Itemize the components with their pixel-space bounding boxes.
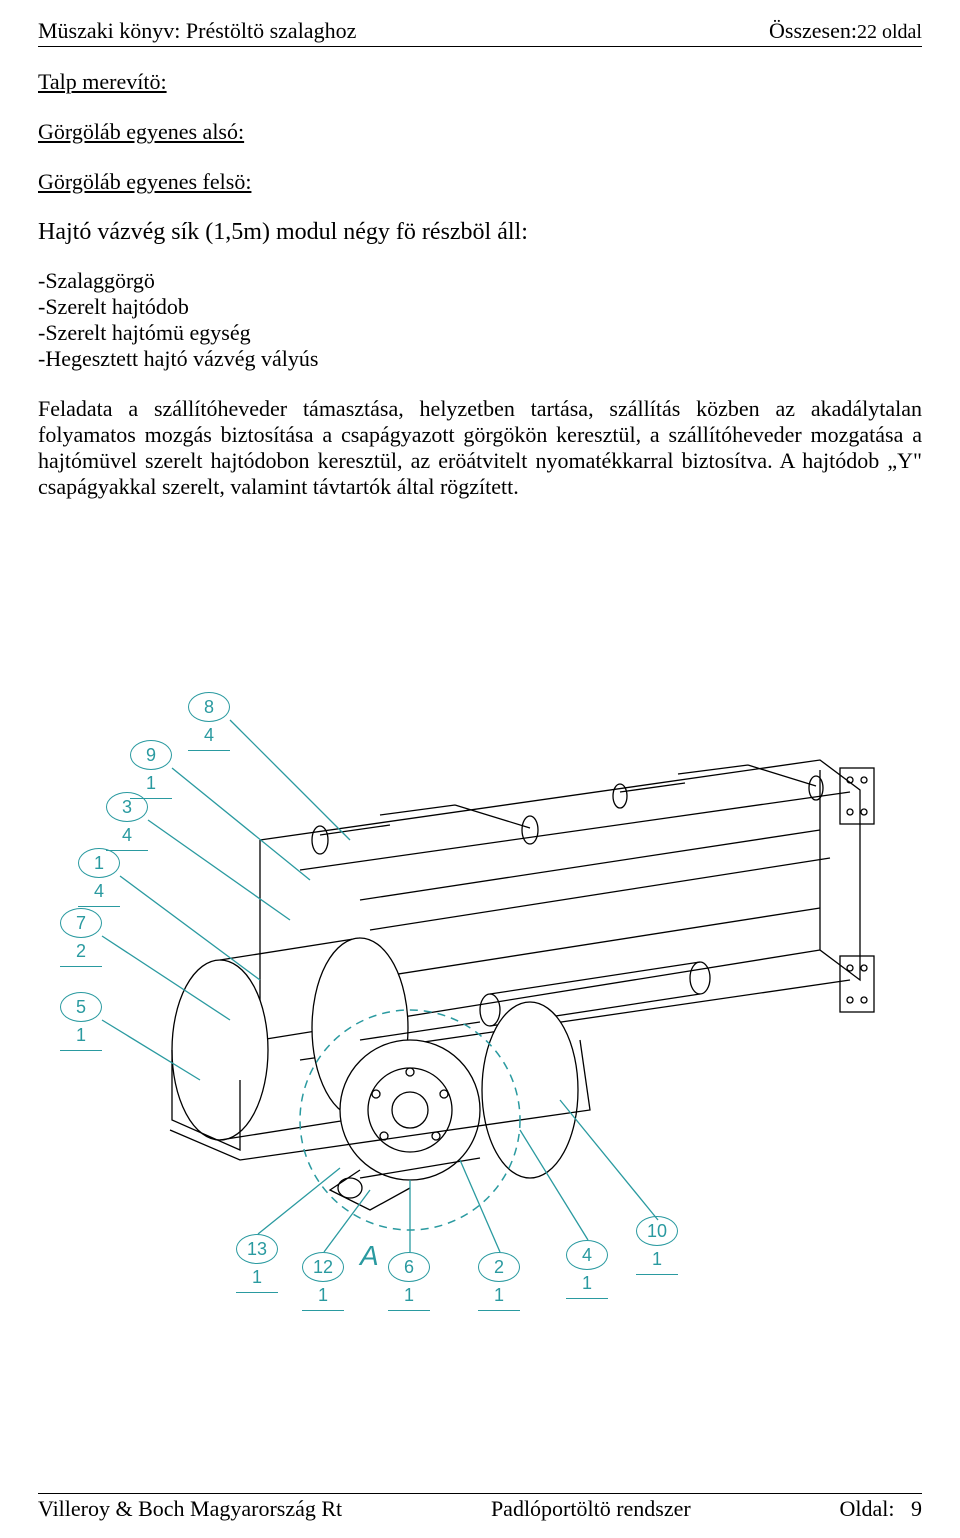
balloon-4-1: 41 [566, 1240, 608, 1299]
balloon-top: 12 [302, 1252, 344, 1282]
technical-diagram: A 849134147251131121612141101 [60, 680, 900, 1320]
header-right: Összesen:22 oldal [769, 18, 922, 44]
balloon-bot: 1 [60, 1021, 102, 1051]
detail-label: A [360, 1240, 379, 1272]
balloon-3-4: 34 [106, 792, 148, 851]
footer-right: Oldal: 9 [840, 1496, 923, 1522]
balloon-top: 3 [106, 792, 148, 822]
balloon-bot: 4 [78, 877, 120, 907]
balloon-8-4: 84 [188, 692, 230, 751]
balloon-5-1: 51 [60, 992, 102, 1051]
balloon-bot: 1 [302, 1281, 344, 1311]
balloon-12-1: 121 [302, 1252, 344, 1311]
balloon-7-2: 72 [60, 908, 102, 967]
balloon-top: 9 [130, 740, 172, 770]
balloon-9-1: 91 [130, 740, 172, 799]
balloon-bot: 1 [636, 1245, 678, 1275]
header-divider [38, 46, 922, 47]
balloon-top: 4 [566, 1240, 608, 1270]
balloon-top: 13 [236, 1234, 278, 1264]
balloon-top: 5 [60, 992, 102, 1022]
balloon-top: 7 [60, 908, 102, 938]
machine-svg [60, 680, 900, 1320]
balloon-bot: 1 [478, 1281, 520, 1311]
body-paragraph: Feladata a szállítóheveder támasztása, h… [38, 396, 922, 500]
balloon-top: 8 [188, 692, 230, 722]
balloon-13-1: 131 [236, 1234, 278, 1293]
balloon-10-1: 101 [636, 1216, 678, 1275]
section-title-1: Talp merevítö: [38, 69, 922, 95]
header-left: Müszaki könyv: Préstöltö szalaghoz [38, 18, 356, 44]
balloon-1-4: 14 [78, 848, 120, 907]
list-item-3: -Szerelt hajtómü egység [38, 320, 922, 346]
list-item-1: -Szalaggörgö [38, 268, 922, 294]
balloon-top: 1 [78, 848, 120, 878]
balloon-top: 6 [388, 1252, 430, 1282]
page-header: Müszaki könyv: Préstöltö szalaghoz Össze… [38, 18, 922, 44]
sub-heading: Hajtó vázvég sík (1,5m) modul négy fö ré… [38, 219, 922, 246]
list-item-4: -Hegesztett hajtó vázvég vályús [38, 346, 922, 372]
footer-center: Padlóportöltö rendszer [491, 1496, 691, 1522]
balloon-top: 10 [636, 1216, 678, 1246]
footer-divider [38, 1493, 922, 1494]
balloon-bot: 1 [566, 1269, 608, 1299]
balloon-bot: 4 [106, 821, 148, 851]
section-title-3: Görgöláb egyenes felsö: [38, 169, 922, 195]
section-title-2: Görgöláb egyenes alsó: [38, 119, 922, 145]
balloon-bot: 1 [236, 1263, 278, 1293]
balloon-top: 2 [478, 1252, 520, 1282]
list-item-2: -Szerelt hajtódob [38, 294, 922, 320]
balloon-bot: 1 [388, 1281, 430, 1311]
balloon-2-1: 21 [478, 1252, 520, 1311]
balloon-bot: 2 [60, 937, 102, 967]
footer-left: Villeroy & Boch Magyarország Rt [38, 1496, 342, 1522]
balloon-bot: 4 [188, 721, 230, 751]
page-footer: Villeroy & Boch Magyarország Rt Padlópor… [38, 1493, 922, 1522]
balloon-6-1: 61 [388, 1252, 430, 1311]
